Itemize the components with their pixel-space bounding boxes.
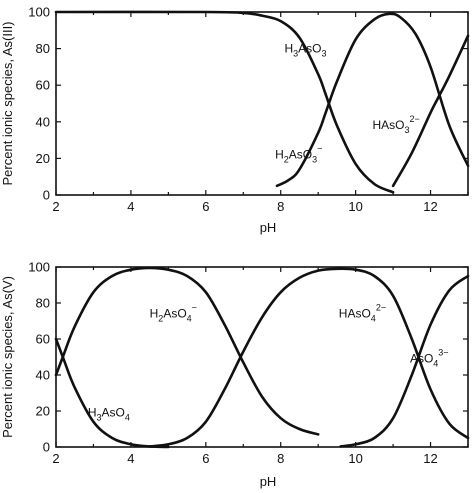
series-line-haso32 [391, 34, 470, 188]
x-tick-label: 4 [127, 199, 134, 214]
x-tick-label: 12 [423, 451, 437, 466]
x-tick-label: 4 [127, 451, 134, 466]
series-label-h2aso3-part: 3 [312, 154, 317, 164]
series-label-h3aso4-part: H [88, 405, 97, 419]
series-label-haso32-part: HAsO [372, 118, 404, 132]
y-tick-label: 80 [36, 41, 50, 56]
y-tick-label: 60 [36, 332, 50, 347]
series-label-haso42-part: 2− [376, 302, 386, 312]
series-line-h2aso3 [275, 12, 470, 188]
series-line-h2aso4 [54, 266, 320, 436]
y-tick-label: 100 [28, 260, 50, 275]
series-label-h2aso3-part: − [317, 143, 322, 153]
series-label-h3aso4-part: AsO [102, 405, 125, 419]
series-label-h3aso4-part: 3 [97, 412, 102, 422]
x-tick-label: 6 [202, 199, 209, 214]
series-label-h3aso3-part: H [284, 41, 293, 55]
series-label-haso42-part: HAsO [339, 306, 371, 320]
y-tick-label: 40 [36, 114, 50, 129]
series-label-haso32-part: 2− [410, 114, 420, 124]
x-axis-title: pH [260, 474, 277, 489]
series-label-h2aso4-part: 4 [187, 313, 192, 323]
chart-panel-as-v: 2 4 6 8 10 12 0 20 40 60 80 100 pH Percent ionic spec… [0, 260, 470, 489]
series-label-h3aso3-part: 3 [293, 48, 298, 58]
x-tick-label: 8 [277, 199, 284, 214]
x-tick-label: 2 [52, 451, 59, 466]
series-label-haso42: HAsO42− [339, 302, 386, 323]
series-label-h2aso3-part: AsO [289, 147, 312, 161]
series-line-aso43 [339, 274, 470, 448]
chart-panel-as-iii: 2 4 6 8 10 12 0 20 40 60 80 100 pH Percent ionic spec… [0, 5, 470, 235]
series-label-h3aso4: H3AsO4 [88, 405, 130, 422]
y-tick-label: 80 [36, 296, 50, 311]
y-tick-label: 20 [36, 404, 50, 419]
series-label-h2aso3: H2AsO3− [275, 143, 322, 164]
x-tick-label: 12 [423, 199, 437, 214]
series-label-h3aso4-part: 4 [125, 412, 130, 422]
y-axis-title: Percent ionic species, As(V) [0, 276, 15, 438]
x-tick-label: 10 [348, 451, 362, 466]
x-tick-label: 10 [348, 199, 362, 214]
series-label-h2aso4: H2AsO4− [150, 302, 197, 323]
x-axis-title: pH [260, 220, 277, 235]
y-tick-label: 0 [43, 440, 50, 455]
series-label-h3aso3-part: 3 [322, 48, 327, 58]
series-label-h3aso3-part: AsO [298, 41, 321, 55]
x-tick-label: 6 [202, 451, 209, 466]
series-label-h2aso4-part: 2 [158, 313, 163, 323]
series-label-haso32: HAsO32− [372, 114, 419, 135]
plot-frame [55, 266, 469, 448]
y-tick-label: 40 [36, 368, 50, 383]
series-label-h3aso3: H3AsO3 [284, 41, 326, 58]
series-label-aso43-part: 4 [433, 358, 438, 368]
series-label-h2aso3-part: 2 [284, 154, 289, 164]
y-tick-label: 20 [36, 151, 50, 166]
x-tick-label: 8 [277, 451, 284, 466]
plot-frame [55, 11, 469, 196]
y-tick-label: 60 [36, 78, 50, 93]
y-axis-title: Percent ionic species, As(III) [0, 21, 15, 185]
series-label-h2aso4-part: AsO [163, 306, 186, 320]
series-label-aso43-part: AsO [410, 351, 433, 365]
series-label-haso42-part: 4 [371, 313, 376, 323]
x-tick-label: 2 [52, 199, 59, 214]
series-label-aso43: AsO43− [410, 347, 449, 368]
series-label-haso32-part: 3 [405, 125, 410, 135]
series-line-h3aso3 [54, 10, 395, 194]
series-label-h2aso4-part: − [192, 302, 197, 312]
y-tick-label: 0 [43, 188, 50, 203]
series-line-haso42 [148, 267, 470, 448]
series-line-h3aso4 [54, 337, 170, 449]
series-label-aso43-part: 3− [438, 347, 448, 357]
series-label-h2aso3-part: H [275, 147, 284, 161]
y-tick-label: 100 [28, 5, 50, 20]
series-label-h2aso4-part: H [150, 306, 159, 320]
